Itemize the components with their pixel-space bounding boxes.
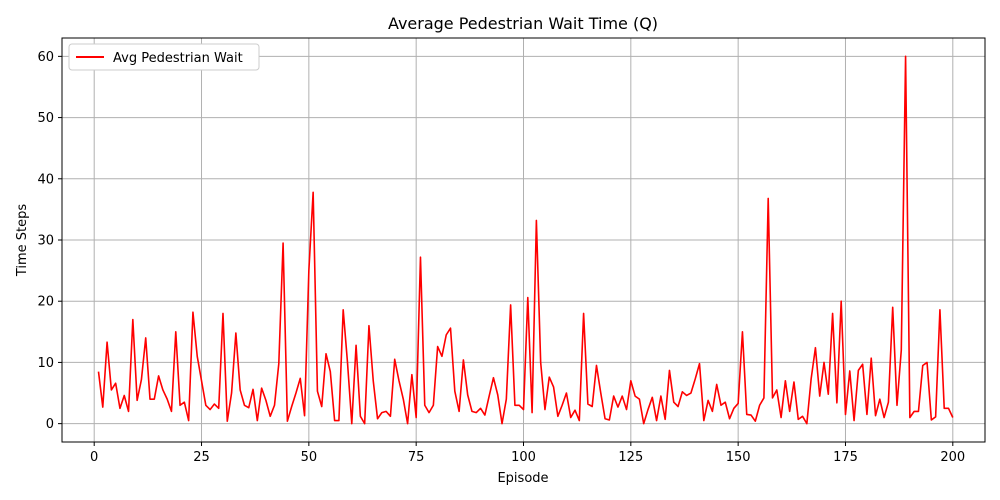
y-tick-label: 10: [37, 356, 54, 371]
y-tick-label: 50: [37, 111, 54, 126]
x-tick-label: 75: [408, 450, 425, 465]
chart-title: Average Pedestrian Wait Time (Q): [388, 14, 658, 33]
y-axis-label: Time Steps: [15, 204, 30, 278]
x-tick-label: 0: [90, 450, 98, 465]
x-tick-label: 25: [193, 450, 210, 465]
y-tick-label: 60: [37, 50, 54, 65]
y-tick-label: 20: [37, 295, 54, 310]
x-tick-label: 200: [940, 450, 965, 465]
y-tick-label: 30: [37, 234, 54, 249]
x-tick-label: 125: [618, 450, 643, 465]
x-tick-label: 100: [511, 450, 536, 465]
series-line: [97, 55, 954, 425]
legend-box: [68, 43, 260, 71]
legend-label: Avg Pedestrian Wait: [113, 51, 243, 66]
series-lines: [97, 55, 954, 425]
x-tick-label: 150: [726, 450, 751, 465]
y-tick-label: 0: [46, 417, 54, 432]
y-tick-label: 40: [37, 172, 54, 187]
x-tick-label: 50: [301, 450, 318, 465]
grid-lines: [62, 38, 985, 442]
legend: Avg Pedestrian Wait: [68, 43, 260, 71]
x-axis-label: Episode: [497, 471, 548, 486]
x-tick-label: 175: [833, 450, 858, 465]
axis-ticks: 0 25 50 75 100 125 150 175 200 0 10 20 30 40 50 60: [37, 50, 965, 465]
